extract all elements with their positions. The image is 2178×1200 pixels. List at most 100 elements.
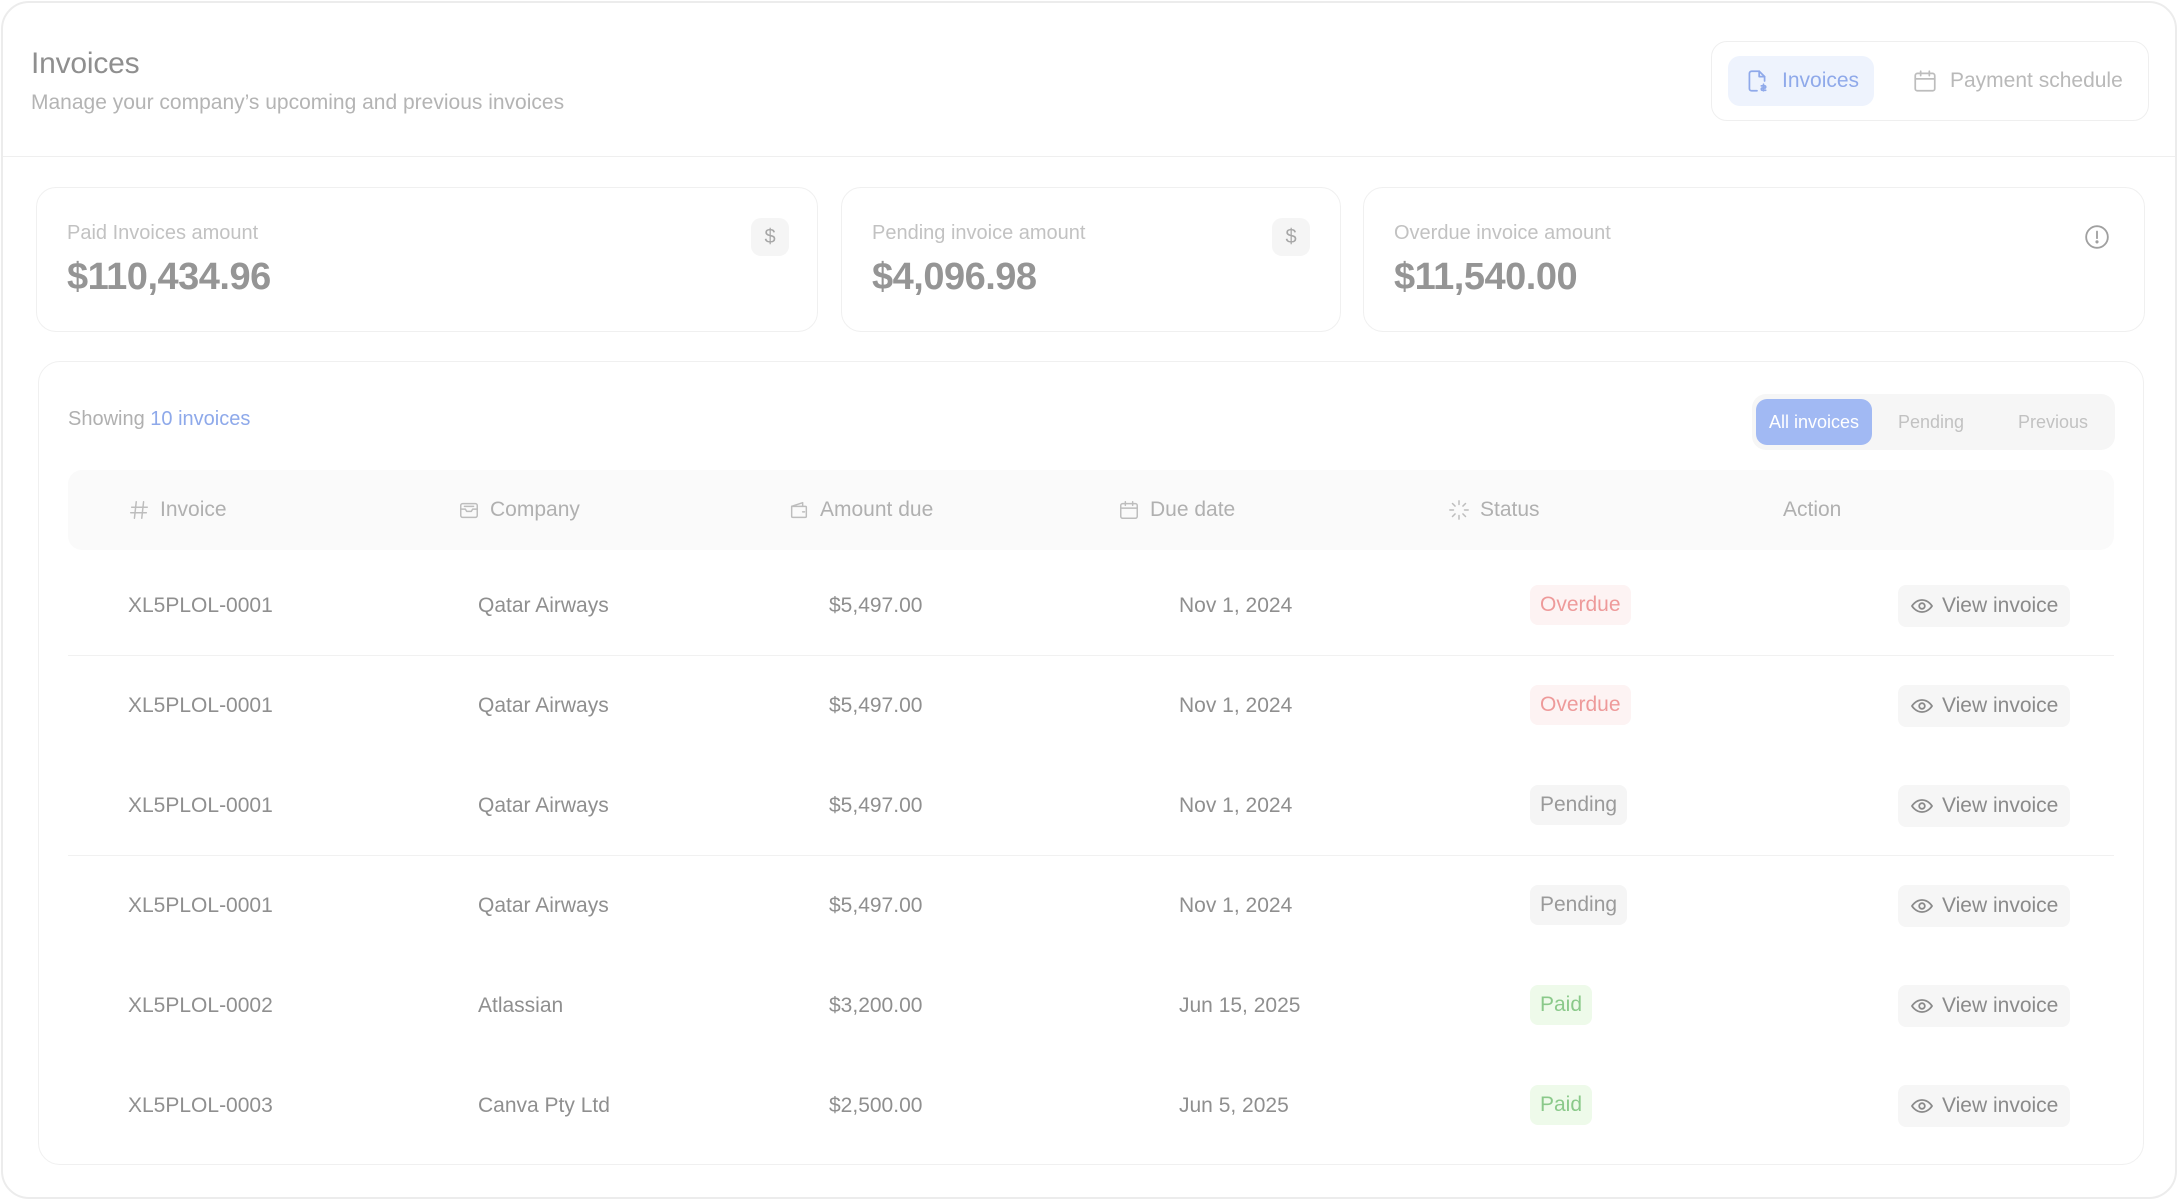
eye-icon — [1910, 594, 1934, 618]
cell-amount: $5,497.00 — [829, 694, 923, 717]
status-badge: Paid — [1530, 985, 1593, 1025]
calendar-icon — [1118, 499, 1140, 521]
cell-due-date: Nov 1, 2024 — [1179, 694, 1293, 717]
cell-invoice: XL5PLOL-0002 — [128, 994, 273, 1017]
eye-icon — [1910, 994, 1934, 1018]
cell-due-date: Jun 5, 2025 — [1179, 1094, 1289, 1117]
column-header-label: Due date — [1150, 498, 1236, 521]
cell-amount: $5,497.00 — [829, 594, 923, 617]
stat-label: Overdue invoice amount — [1394, 222, 1611, 244]
stat-label: Pending invoice amount — [872, 222, 1086, 244]
status-badge: Paid — [1530, 1085, 1593, 1125]
view-invoice-label: View invoice — [1942, 1094, 2059, 1117]
column-header-label: Invoice — [160, 498, 227, 521]
column-header-action: Action — [1783, 470, 1841, 550]
cell-due-date: Nov 1, 2024 — [1179, 594, 1293, 617]
column-header-company[interactable]: Company — [458, 470, 580, 550]
view-invoice-label: View invoice — [1942, 594, 2059, 617]
column-header-label: Company — [490, 498, 580, 521]
showing-count: Showing 10 invoices — [68, 408, 250, 431]
showing-prefix: Showing — [68, 408, 145, 430]
alert-circle-icon — [2078, 218, 2116, 256]
view-invoice-label: View invoice — [1942, 694, 2059, 717]
view-invoice-button[interactable]: View invoice — [1898, 1085, 2070, 1127]
invoices-table-panel: Showing 10 invoices All invoices Pending… — [38, 361, 2144, 1165]
cell-due-date: Nov 1, 2024 — [1179, 894, 1293, 917]
stat-card-pending: Pending invoice amount $4,096.98 $ — [841, 187, 1341, 332]
tab-payment-schedule-label: Payment schedule — [1950, 69, 2123, 92]
eye-icon — [1910, 894, 1934, 918]
inbox-icon — [458, 499, 480, 521]
stat-value: $110,434.96 — [67, 256, 271, 298]
dollar-icon: $ — [1272, 218, 1310, 256]
invoice-doc-icon — [1744, 68, 1770, 94]
status-badge: Overdue — [1530, 685, 1631, 725]
eye-icon — [1910, 694, 1934, 718]
filter-previous[interactable]: Previous — [2017, 411, 2089, 432]
cell-amount: $3,200.00 — [829, 994, 923, 1017]
stat-label: Paid Invoices amount — [67, 222, 259, 244]
hash-icon — [128, 499, 150, 521]
stat-value: $4,096.98 — [872, 256, 1037, 298]
cell-due-date: Jun 15, 2025 — [1179, 994, 1301, 1017]
loader-icon — [1448, 499, 1470, 521]
cell-due-date: Nov 1, 2024 — [1179, 794, 1293, 817]
cell-company: Canva Pty Ltd — [478, 1094, 610, 1117]
eye-icon — [1910, 1094, 1934, 1118]
view-invoice-button[interactable]: View invoice — [1898, 985, 2070, 1027]
view-invoice-button[interactable]: View invoice — [1898, 685, 2070, 727]
page-header: Invoices Manage your company’s upcoming … — [3, 3, 2175, 157]
cell-amount: $5,497.00 — [829, 894, 923, 917]
cell-amount: $5,497.00 — [829, 794, 923, 817]
filter-pending[interactable]: Pending — [1897, 411, 1965, 432]
cell-invoice: XL5PLOL-0003 — [128, 1094, 273, 1117]
cell-company: Qatar Airways — [478, 594, 609, 617]
view-invoice-button[interactable]: View invoice — [1898, 885, 2070, 927]
stat-card-overdue: Overdue invoice amount $11,540.00 — [1363, 187, 2145, 332]
cell-invoice: XL5PLOL-0001 — [128, 694, 273, 717]
tab-invoices-label: Invoices — [1782, 69, 1860, 92]
tab-payment-schedule[interactable]: Payment schedule — [1902, 56, 2142, 106]
view-toggle: Invoices Payment schedule — [1711, 41, 2149, 121]
table-row[interactable]: XL5PLOL-0001 Qatar Airways $5,497.00 Nov… — [68, 556, 2114, 656]
table-row[interactable]: XL5PLOL-0001 Qatar Airways $5,497.00 Nov… — [68, 656, 2114, 756]
view-invoice-button[interactable]: View invoice — [1898, 585, 2070, 627]
cell-invoice: XL5PLOL-0001 — [128, 894, 273, 917]
column-header-invoice[interactable]: Invoice — [128, 470, 227, 550]
view-invoice-button[interactable]: View invoice — [1898, 785, 2070, 827]
cell-invoice: XL5PLOL-0001 — [128, 794, 273, 817]
column-header-due-date[interactable]: Due date — [1118, 470, 1235, 550]
column-header-status[interactable]: Status — [1448, 470, 1540, 550]
cell-invoice: XL5PLOL-0001 — [128, 594, 273, 617]
column-header-label: Amount due — [820, 498, 934, 521]
page-subtitle: Manage your company’s upcoming and previ… — [31, 91, 565, 114]
cell-company: Qatar Airways — [478, 694, 609, 717]
table-row[interactable]: XL5PLOL-0001 Qatar Airways $5,497.00 Nov… — [68, 856, 2114, 956]
filter-all-invoices[interactable]: All invoices — [1756, 399, 1872, 445]
status-badge: Pending — [1530, 885, 1628, 925]
filter-segmented-control: All invoices Pending Previous — [1752, 394, 2115, 450]
table-row[interactable]: XL5PLOL-0003 Canva Pty Ltd $2,500.00 Jun… — [68, 1056, 2114, 1156]
table-row[interactable]: XL5PLOL-0002 Atlassian $3,200.00 Jun 15,… — [68, 956, 2114, 1056]
cell-amount: $2,500.00 — [829, 1094, 923, 1117]
page-title: Invoices — [31, 47, 140, 80]
column-header-amount-due[interactable]: Amount due — [788, 470, 933, 550]
cell-company: Qatar Airways — [478, 894, 609, 917]
dollar-icon: $ — [751, 218, 789, 256]
eye-icon — [1910, 794, 1934, 818]
tab-invoices[interactable]: Invoices — [1728, 56, 1874, 106]
cell-company: Atlassian — [478, 994, 564, 1017]
showing-count-link[interactable]: 10 invoices — [150, 408, 251, 430]
calendar-icon — [1912, 68, 1938, 94]
column-header-label: Status — [1480, 498, 1540, 521]
stat-value: $11,540.00 — [1394, 256, 1578, 298]
status-badge: Overdue — [1530, 585, 1631, 625]
column-header-label: Action — [1783, 498, 1842, 521]
table-row[interactable]: XL5PLOL-0001 Qatar Airways $5,497.00 Nov… — [68, 756, 2114, 856]
view-invoice-label: View invoice — [1942, 994, 2059, 1017]
view-invoice-label: View invoice — [1942, 894, 2059, 917]
view-invoice-label: View invoice — [1942, 794, 2059, 817]
cell-company: Qatar Airways — [478, 794, 609, 817]
table-header: Invoice Company Amount due — [68, 470, 2114, 550]
